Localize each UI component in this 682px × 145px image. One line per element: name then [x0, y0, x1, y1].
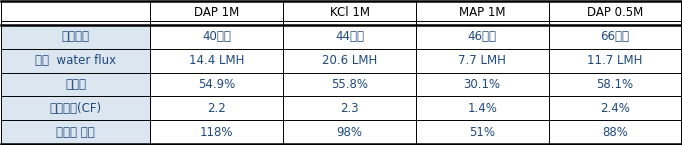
Text: 40시간: 40시간	[203, 30, 231, 43]
Bar	[1, 120, 151, 144]
Bar	[1, 49, 151, 72]
Bar	[548, 96, 681, 120]
Text: 회수율: 회수율	[65, 78, 86, 91]
Bar	[1, 1, 151, 25]
Bar	[416, 25, 548, 49]
Text: 농축계수(CF): 농축계수(CF)	[50, 102, 102, 115]
Bar	[548, 1, 681, 25]
Bar	[151, 1, 283, 25]
Text: DAP 0.5M: DAP 0.5M	[587, 6, 643, 19]
Bar	[151, 120, 283, 144]
Text: 88%: 88%	[602, 126, 628, 139]
Bar	[151, 72, 283, 96]
Bar	[548, 72, 681, 96]
Text: 98%: 98%	[336, 126, 363, 139]
Text: 운영시간: 운영시간	[61, 30, 89, 43]
Bar	[548, 25, 681, 49]
Text: MAP 1M: MAP 1M	[459, 6, 505, 19]
Bar	[1, 96, 151, 120]
Text: 54.9%: 54.9%	[198, 78, 235, 91]
Text: 44시간: 44시간	[335, 30, 364, 43]
Text: 118%: 118%	[200, 126, 233, 139]
Text: 1.4%: 1.4%	[467, 102, 497, 115]
Text: KCl 1M: KCl 1M	[329, 6, 370, 19]
Text: 51%: 51%	[469, 126, 495, 139]
Text: 46시간: 46시간	[468, 30, 496, 43]
Text: 66시간: 66시간	[600, 30, 629, 43]
Text: 11.7 LMH: 11.7 LMH	[587, 54, 642, 67]
Text: 55.8%: 55.8%	[331, 78, 368, 91]
Bar	[416, 120, 548, 144]
Text: 20.6 LMH: 20.6 LMH	[322, 54, 377, 67]
Bar	[283, 72, 416, 96]
Bar	[416, 49, 548, 72]
Bar	[548, 49, 681, 72]
Bar	[283, 25, 416, 49]
Bar	[283, 120, 416, 144]
Bar	[416, 96, 548, 120]
Bar	[1, 72, 151, 96]
Text: 2.4%: 2.4%	[600, 102, 630, 115]
Bar	[283, 49, 416, 72]
Bar	[151, 25, 283, 49]
Text: DAP 1M: DAP 1M	[194, 6, 239, 19]
Bar	[1, 25, 151, 49]
Text: 클리닝 효율: 클리닝 효율	[56, 126, 95, 139]
Text: 2.3: 2.3	[340, 102, 359, 115]
Text: 30.1%: 30.1%	[464, 78, 501, 91]
Text: 2.2: 2.2	[207, 102, 226, 115]
Text: 14.4 LMH: 14.4 LMH	[189, 54, 244, 67]
Text: 58.1%: 58.1%	[596, 78, 634, 91]
Text: 7.7 LMH: 7.7 LMH	[458, 54, 506, 67]
Bar	[283, 96, 416, 120]
Bar	[416, 1, 548, 25]
Bar	[283, 1, 416, 25]
Bar	[151, 49, 283, 72]
Bar	[548, 120, 681, 144]
Text: 초기  water flux: 초기 water flux	[35, 54, 116, 67]
Bar	[151, 96, 283, 120]
Bar	[416, 72, 548, 96]
